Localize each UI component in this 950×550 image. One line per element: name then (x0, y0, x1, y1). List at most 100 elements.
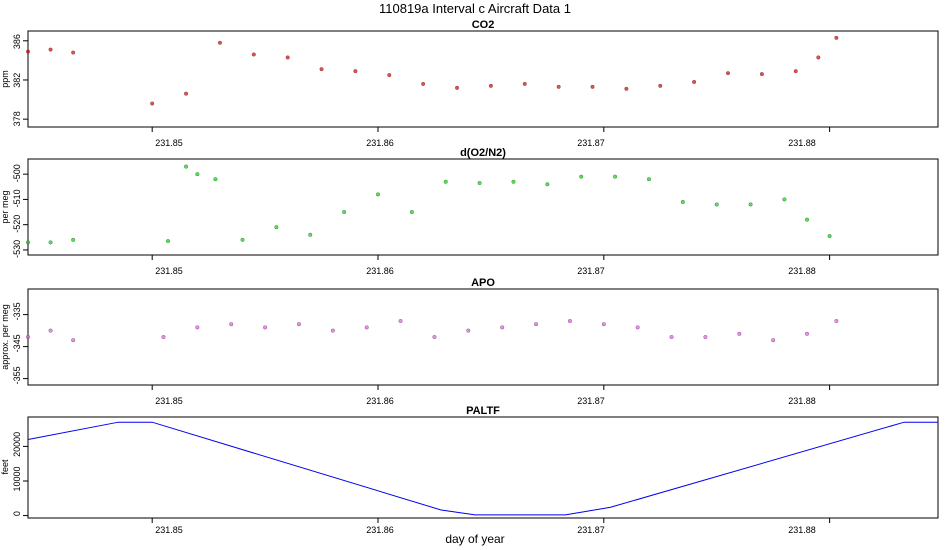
data-point (834, 35, 839, 40)
y-tick-label: -355 (12, 366, 22, 384)
data-point (692, 79, 697, 84)
panel-do2n2: d(O2/N2) per meg -530 -520 -510 -500 231… (0, 147, 939, 276)
data-point (466, 328, 471, 333)
data-point (376, 192, 380, 197)
series-line (27, 421, 938, 516)
data-point (834, 319, 839, 323)
data-point (421, 81, 426, 86)
data-point (455, 85, 459, 90)
data-point (714, 202, 719, 207)
panel-marks (23, 35, 839, 132)
data-point (805, 217, 809, 222)
panel-title: APO (471, 277, 495, 289)
x-tick-label: 231.87 (577, 138, 605, 148)
y-tick-label: -530 (12, 240, 22, 258)
data-point (545, 182, 550, 187)
data-point (500, 325, 505, 330)
data-point (330, 328, 335, 333)
data-point (771, 338, 776, 343)
data-point (827, 234, 832, 238)
data-point (184, 164, 189, 169)
data-point (703, 335, 708, 339)
x-tick-label: 231.88 (788, 396, 816, 406)
data-point (274, 225, 279, 230)
x-tick-label: 231.87 (577, 525, 605, 535)
data-point (364, 325, 369, 330)
x-tick-label: 231.88 (788, 266, 816, 276)
y-axis-label: approx. per meg (0, 304, 10, 370)
data-point (477, 181, 482, 185)
x-tick-label: 231.85 (155, 266, 183, 276)
y-tick-label: 0 (12, 511, 22, 516)
data-point (297, 322, 301, 327)
data-point (748, 202, 753, 207)
data-point (161, 335, 166, 339)
y-axis-label: ppm (0, 70, 10, 88)
figure-title: 110819a Interval c Aircraft Data 1 (379, 1, 571, 16)
panel-marks (23, 314, 839, 390)
y-tick-label: -500 (12, 164, 22, 182)
data-point (567, 319, 572, 323)
data-point (680, 199, 685, 204)
panel-title: d(O2/N2) (460, 147, 506, 159)
data-point (737, 331, 742, 336)
plot-frame (27, 158, 939, 256)
data-point (342, 210, 347, 214)
x-tick-label: 231.86 (366, 396, 394, 406)
x-axis-label: day of year (445, 532, 504, 546)
y-tick-label: 382 (12, 73, 22, 88)
data-point (26, 335, 30, 339)
panel-marks (23, 164, 832, 260)
data-point (319, 67, 324, 72)
data-point (613, 174, 618, 179)
y-tick-label: -520 (12, 215, 22, 233)
data-point (759, 72, 764, 77)
y-tick-label: 10000 (12, 466, 22, 491)
data-point (263, 325, 268, 330)
y-tick-label: -335 (12, 302, 22, 320)
data-point (488, 83, 493, 88)
x-tick-label: 231.86 (366, 266, 394, 276)
data-point (635, 325, 640, 330)
data-point (48, 47, 53, 52)
x-tick-label: 231.85 (155, 525, 183, 535)
data-point (522, 81, 527, 86)
y-axis-label: per meg (0, 190, 10, 223)
data-point (71, 50, 76, 55)
data-point (195, 325, 200, 330)
data-point (308, 232, 313, 237)
data-point (511, 179, 516, 184)
data-point (647, 177, 651, 182)
data-point (26, 49, 30, 54)
data-point (579, 174, 584, 179)
data-point (251, 52, 256, 57)
y-tick-label: 378 (12, 111, 22, 126)
x-tick-label: 231.85 (155, 396, 183, 406)
data-point (150, 101, 155, 106)
panel-co2: CO2 ppm 378 382 386 231.85 231.86 231.87… (0, 19, 939, 148)
data-point (229, 322, 234, 327)
data-point (793, 69, 798, 74)
data-point (166, 239, 170, 244)
x-tick-label: 231.87 (577, 266, 605, 276)
panel-title: PALTF (466, 405, 500, 417)
y-axis-label: feet (0, 459, 10, 475)
data-point (240, 237, 245, 242)
data-point (213, 177, 218, 182)
data-point (387, 73, 392, 78)
data-point (48, 240, 53, 245)
chart-marks (23, 35, 938, 523)
data-point (217, 40, 222, 45)
x-tick-label: 231.86 (366, 138, 394, 148)
data-point (409, 210, 414, 214)
data-point (26, 240, 30, 245)
data-point (432, 335, 437, 339)
data-point (184, 91, 189, 96)
x-tick-label: 231.88 (788, 525, 816, 535)
panel-title: CO2 (472, 19, 495, 31)
plot-frame (27, 416, 939, 519)
x-tick-label: 231.88 (788, 138, 816, 148)
data-point (285, 55, 290, 60)
data-point (816, 55, 821, 60)
